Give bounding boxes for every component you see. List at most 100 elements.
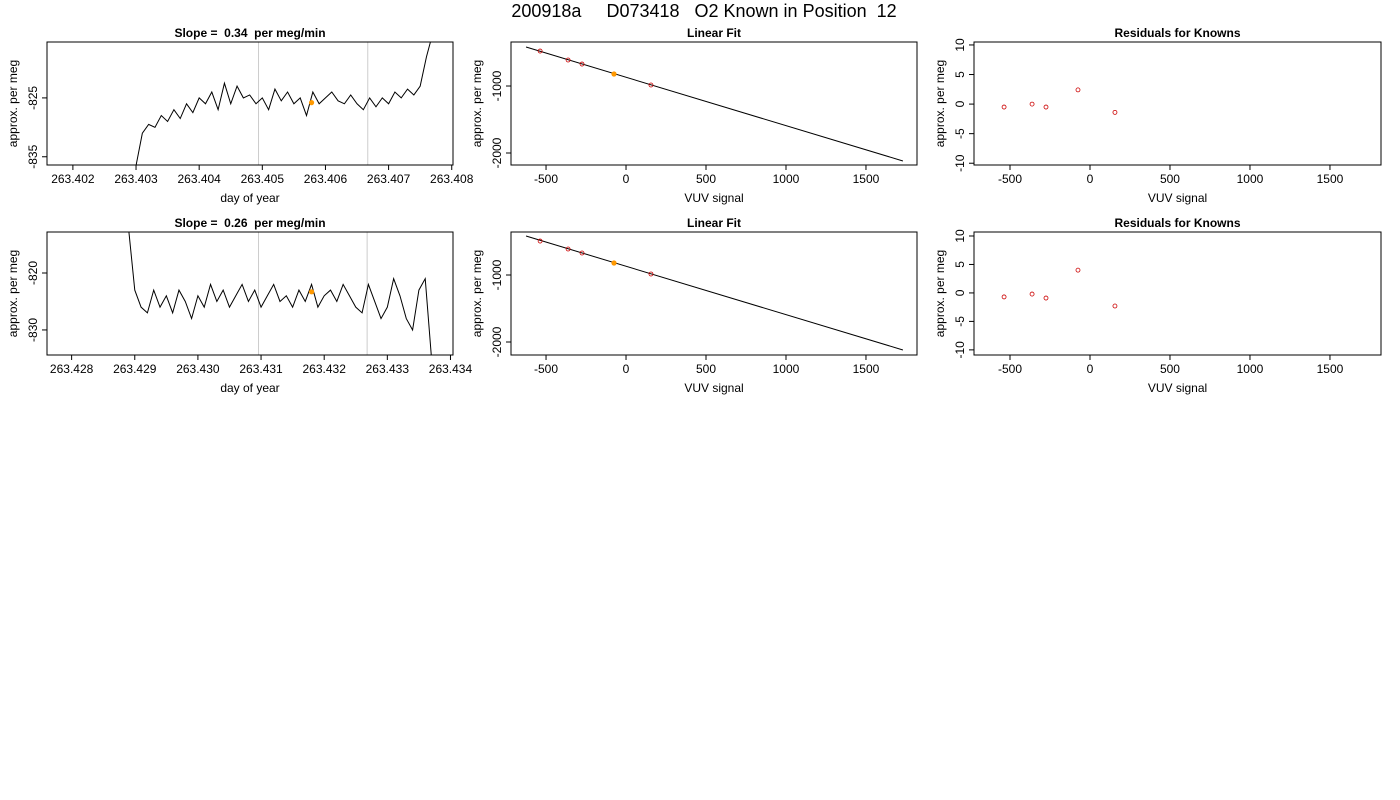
x-axis-label: VUV signal xyxy=(1148,191,1207,205)
x-tick-label: 1000 xyxy=(773,172,800,186)
data-point xyxy=(1029,291,1035,297)
data-point xyxy=(1001,104,1007,110)
series-line xyxy=(525,235,904,351)
y-tick-label: -2000 xyxy=(490,137,504,168)
y-tick-label: 10 xyxy=(953,229,967,243)
data-point xyxy=(579,61,585,67)
y-axis-label: approx. per meg xyxy=(6,60,20,147)
x-tick-label: 500 xyxy=(696,172,716,186)
x-tick-label: 0 xyxy=(623,362,630,376)
panel: Slope = 0.34 per meg/min day of year appro… xyxy=(6,26,474,205)
panel-title: Slope = 0.34 per meg/min xyxy=(174,26,325,40)
page-title: 200918a D073418 O2 Known in Position 12 xyxy=(511,1,896,21)
panel: Residuals for Knowns VUV signal approx. pe… xyxy=(933,216,1382,395)
plot-frame xyxy=(510,231,918,356)
data-point xyxy=(1029,101,1035,107)
data-point xyxy=(1112,303,1118,309)
panel-title: Residuals for Knowns xyxy=(1114,216,1240,230)
x-tick-label: 1000 xyxy=(773,362,800,376)
y-tick-label: -830 xyxy=(26,318,40,342)
y-axis-label: approx. per meg xyxy=(933,60,947,147)
panel: Slope = 0.26 per meg/min day of year appro… xyxy=(6,216,472,395)
x-tick-label: 500 xyxy=(1160,362,1180,376)
x-tick-label: 263.432 xyxy=(302,362,346,376)
plot-area xyxy=(1001,87,1118,115)
x-tick-label: -500 xyxy=(998,362,1022,376)
x-tick-label: 1500 xyxy=(853,362,880,376)
plot-area xyxy=(135,42,431,165)
data-point xyxy=(1112,109,1118,115)
x-tick-label: 263.407 xyxy=(367,172,411,186)
plot-frame xyxy=(973,231,1382,356)
data-point xyxy=(1043,295,1049,301)
highlight-point xyxy=(308,289,315,295)
data-point xyxy=(1001,294,1007,300)
x-tick-label: 0 xyxy=(1087,362,1094,376)
series-line xyxy=(525,46,904,162)
x-tick-label: 263.403 xyxy=(114,172,158,186)
panel: Linear Fit VUV signal approx. per meg -500 0… xyxy=(470,216,918,395)
x-axis-label: VUV signal xyxy=(684,191,743,205)
y-tick-label: 5 xyxy=(953,71,967,78)
x-tick-label: 500 xyxy=(1160,172,1180,186)
y-tick-label: -835 xyxy=(26,144,40,168)
y-axis-label: approx. per meg xyxy=(470,250,484,337)
series-line xyxy=(135,42,431,165)
plot-area xyxy=(1001,267,1118,309)
plot-area xyxy=(525,46,904,162)
x-tick-label: 1000 xyxy=(1237,362,1264,376)
y-tick-label: -10 xyxy=(953,341,967,359)
plot-frame xyxy=(510,41,918,166)
x-tick-label: 263.428 xyxy=(50,362,94,376)
x-tick-label: -500 xyxy=(998,172,1022,186)
x-tick-label: 263.406 xyxy=(304,172,348,186)
y-tick-label: -10 xyxy=(953,154,967,172)
highlight-point xyxy=(308,100,315,106)
x-axis-label: day of year xyxy=(220,381,279,395)
y-tick-label: 10 xyxy=(953,38,967,52)
x-tick-label: 1500 xyxy=(853,172,880,186)
x-tick-label: 0 xyxy=(1087,172,1094,186)
data-point xyxy=(537,48,543,54)
y-tick-label: 0 xyxy=(953,289,967,296)
series-line xyxy=(128,232,432,355)
data-point xyxy=(648,271,654,277)
y-axis-label: approx. per meg xyxy=(470,60,484,147)
x-tick-label: -500 xyxy=(534,362,558,376)
x-tick-label: 263.430 xyxy=(176,362,220,376)
y-tick-label: -2000 xyxy=(490,326,504,357)
highlight-point xyxy=(611,260,617,266)
y-axis-label: approx. per meg xyxy=(933,250,947,337)
x-tick-label: 263.402 xyxy=(51,172,95,186)
panel-title: Slope = 0.26 per meg/min xyxy=(174,216,325,230)
x-tick-label: 263.404 xyxy=(177,172,221,186)
plot-frame xyxy=(46,41,454,166)
y-tick-label: -1000 xyxy=(490,70,504,101)
data-point xyxy=(1075,267,1081,273)
data-point xyxy=(579,250,585,256)
plot-frame xyxy=(973,41,1382,166)
panel-title: Linear Fit xyxy=(687,26,741,40)
panel-title: Linear Fit xyxy=(687,216,741,230)
x-tick-label: 1000 xyxy=(1237,172,1264,186)
plot-area xyxy=(525,235,904,351)
data-point xyxy=(648,82,654,88)
x-tick-label: 263.408 xyxy=(430,172,474,186)
x-tick-label: 500 xyxy=(696,362,716,376)
panel-title: Residuals for Knowns xyxy=(1114,26,1240,40)
x-tick-label: 263.434 xyxy=(429,362,473,376)
plot-area xyxy=(128,232,432,355)
plot-frame xyxy=(46,231,454,356)
x-tick-label: 263.431 xyxy=(239,362,283,376)
y-tick-label: -1000 xyxy=(490,259,504,290)
y-tick-label: 0 xyxy=(953,100,967,107)
data-point xyxy=(565,57,571,63)
x-axis-label: VUV signal xyxy=(1148,381,1207,395)
x-tick-label: 0 xyxy=(623,172,630,186)
x-tick-label: 263.433 xyxy=(366,362,410,376)
x-tick-label: 263.429 xyxy=(113,362,157,376)
data-point xyxy=(537,238,543,244)
x-tick-label: 1500 xyxy=(1317,172,1344,186)
panel: Linear Fit VUV signal approx. per meg -500 0… xyxy=(470,26,918,205)
